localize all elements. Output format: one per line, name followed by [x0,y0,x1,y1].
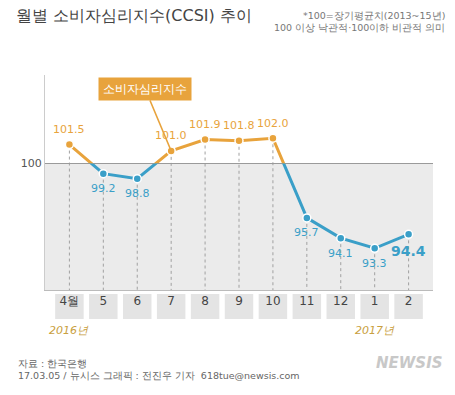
svg-text:4월: 4월 [60,294,80,308]
svg-text:11: 11 [299,294,314,308]
svg-text:*100=장기평균치(2013~15년)100 이상 낙관적: *100=장기평균치(2013~15년)100 이상 낙관적·100이하 비관적… [274,10,445,33]
svg-text:6: 6 [133,294,141,308]
svg-text:10: 10 [265,294,280,308]
svg-text:2017년: 2017년 [355,324,395,337]
svg-text:소비자심리지수: 소비자심리지수 [103,82,187,96]
svg-text:94.4: 94.4 [391,243,426,259]
svg-text:NEWSIS: NEWSIS [376,354,443,372]
svg-text:2016년: 2016년 [49,324,89,337]
svg-text:99.2: 99.2 [91,182,116,195]
svg-text:95.7: 95.7 [294,226,319,239]
svg-text:5: 5 [99,294,107,308]
svg-text:100: 100 [21,157,42,170]
svg-text:101.0: 101.0 [155,129,187,142]
svg-text:98.8: 98.8 [125,187,150,200]
svg-text:101.9: 101.9 [189,118,221,131]
svg-text:1: 1 [371,294,379,308]
svg-text:93.3: 93.3 [362,257,387,270]
svg-text:101.8: 101.8 [223,119,255,132]
svg-text:8: 8 [201,294,209,308]
svg-text:9: 9 [235,294,243,308]
svg-text:월별 소비자심리지수(CCSI) 추이: 월별 소비자심리지수(CCSI) 추이 [16,6,252,25]
svg-text:2: 2 [405,294,413,308]
svg-text:102.0: 102.0 [257,117,289,130]
svg-text:101.5: 101.5 [53,123,85,136]
svg-text:7: 7 [167,294,175,308]
svg-text:자료 : 한국은행17.03.05 / 뉴시스 그래픽 :: 자료 : 한국은행17.03.05 / 뉴시스 그래픽 : 전진우 기자 618… [18,358,300,381]
svg-text:94.1: 94.1 [328,247,353,260]
svg-text:12: 12 [333,294,348,308]
